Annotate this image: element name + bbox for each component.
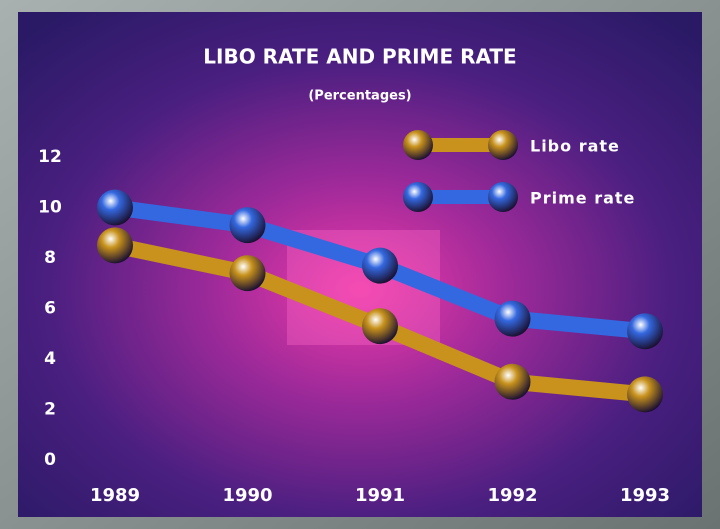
- data-point: [494, 363, 531, 400]
- x-tick-label: 1990: [222, 485, 272, 506]
- legend-label: Prime rate: [530, 189, 635, 208]
- y-tick-label: 6: [44, 299, 56, 319]
- data-point: [97, 227, 133, 264]
- data-point: [229, 207, 266, 244]
- legend-swatch: [403, 182, 433, 212]
- data-point: [627, 376, 663, 413]
- legend-swatch: [488, 130, 518, 160]
- data-point: [362, 308, 398, 345]
- y-tick-label: 10: [38, 198, 62, 218]
- x-tick-label: 1993: [620, 485, 670, 506]
- chart-subtitle: (Percentages): [308, 89, 411, 104]
- y-tick-label: 4: [44, 349, 56, 369]
- x-tick-label: 1991: [355, 485, 405, 506]
- y-tick-label: 8: [44, 248, 56, 268]
- data-point: [362, 247, 398, 284]
- legend-swatch: [488, 182, 518, 212]
- y-tick-label: 12: [38, 147, 62, 167]
- data-point: [97, 189, 133, 226]
- data-point: [494, 300, 531, 337]
- chart-title: LIBO RATE AND PRIME RATE: [203, 45, 516, 69]
- legend-label: Libo rate: [530, 137, 620, 156]
- x-tick-label: 1992: [487, 485, 537, 506]
- y-tick-label: 0: [44, 450, 56, 470]
- y-tick-label: 2: [44, 400, 56, 420]
- legend-swatch: [403, 130, 433, 160]
- x-tick-label: 1989: [90, 485, 140, 506]
- data-point: [627, 313, 663, 350]
- data-point: [229, 255, 266, 292]
